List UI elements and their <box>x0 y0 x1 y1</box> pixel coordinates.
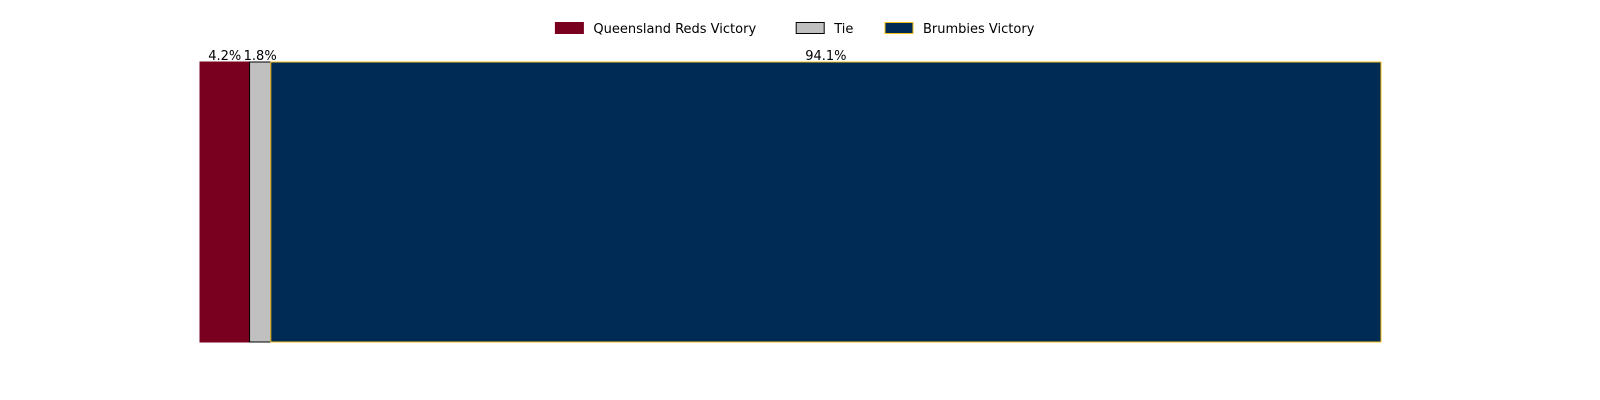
data-label-tie: 1.8% <box>244 49 277 64</box>
data-label-queensland-reds-victory: 4.2% <box>208 49 241 64</box>
legend-label-brumbies-victory: Brumbies Victory <box>923 22 1035 37</box>
stacked-bar <box>199 61 1382 343</box>
data-label-brumbies-victory: 94.1% <box>805 49 846 64</box>
legend-item-brumbies-victory: Brumbies Victory <box>884 22 1035 37</box>
legend-swatch-queensland-reds-victory <box>554 22 584 34</box>
legend-swatch-brumbies-victory <box>884 22 914 34</box>
bar-segment-tie <box>249 61 272 343</box>
legend: Queensland Reds Victory Tie Brumbies Victo… <box>554 22 1035 37</box>
legend-label-tie: Tie <box>833 22 853 37</box>
legend-item-queensland-reds-victory: Queensland Reds Victory <box>554 22 756 37</box>
legend-item-tie: Tie <box>795 22 853 37</box>
legend-label-queensland-reds-victory: Queensland Reds Victory <box>593 22 756 37</box>
bar-segment-queensland-reds-victory <box>199 61 251 343</box>
bar-segment-brumbies-victory <box>270 61 1382 343</box>
legend-swatch-tie <box>795 22 825 34</box>
